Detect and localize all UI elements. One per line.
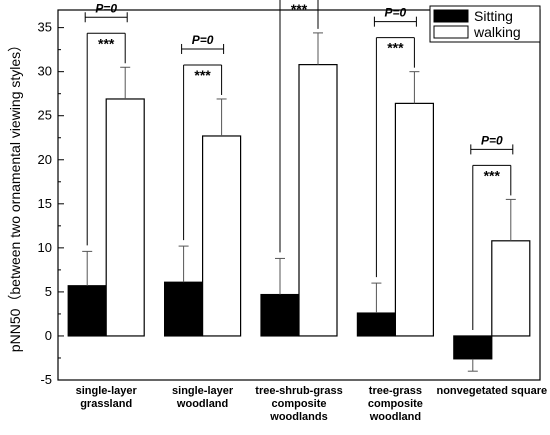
sitting-bar	[260, 293, 300, 337]
plot-frame	[57, 9, 541, 381]
significance-stars: ***	[387, 40, 404, 56]
y-tick-label: 35	[38, 20, 52, 35]
y-tick-label: 10	[38, 240, 52, 255]
p-value-label: P=0	[481, 133, 503, 147]
p-value-label: P=0	[385, 6, 407, 20]
walking-bar	[394, 102, 434, 337]
significance-stars: ***	[291, 1, 308, 17]
y-tick-label: 30	[38, 64, 52, 79]
legend-label: walking	[473, 24, 521, 40]
x-category-label: tree-grass	[369, 385, 422, 397]
x-category-label: single-layer	[76, 385, 138, 397]
p-value-label: P=0	[192, 33, 214, 47]
sitting-bar	[164, 281, 204, 337]
y-tick-label: 15	[38, 196, 52, 211]
p-value-label: P=0	[95, 1, 117, 15]
x-category-label: composite	[271, 398, 326, 410]
x-category-label: woodland	[176, 398, 228, 410]
x-category-label: grassland	[80, 398, 132, 410]
significance-stars: ***	[98, 35, 115, 51]
walking-bar	[491, 240, 531, 337]
x-category-label: single-layer	[172, 385, 234, 397]
y-axis-label: pNN50（between two ornamental viewing sty…	[7, 38, 23, 352]
sitting-bar	[356, 312, 396, 337]
sitting-bar	[67, 285, 107, 337]
sitting-bar	[453, 335, 493, 360]
legend-label: Sitting	[474, 8, 513, 24]
y-tick-label: 5	[45, 284, 52, 299]
x-category-label: nonvegetated square	[436, 385, 547, 397]
x-category-label: woodlands	[269, 411, 327, 423]
walking-bar	[202, 135, 242, 337]
legend-swatch	[433, 9, 469, 23]
y-tick-label: 0	[45, 328, 52, 343]
walking-bar	[298, 64, 338, 337]
y-tick-label: 25	[38, 108, 52, 123]
x-category-label: tree-shrub-grass	[255, 385, 342, 397]
legend-swatch	[433, 25, 469, 39]
y-tick-label: -5	[40, 372, 52, 387]
walking-bar	[105, 98, 145, 337]
significance-stars: ***	[484, 167, 501, 183]
significance-stars: ***	[194, 67, 211, 83]
x-category-label: composite	[368, 398, 423, 410]
y-tick-label: 20	[38, 152, 52, 167]
x-category-label: woodland	[369, 411, 421, 423]
